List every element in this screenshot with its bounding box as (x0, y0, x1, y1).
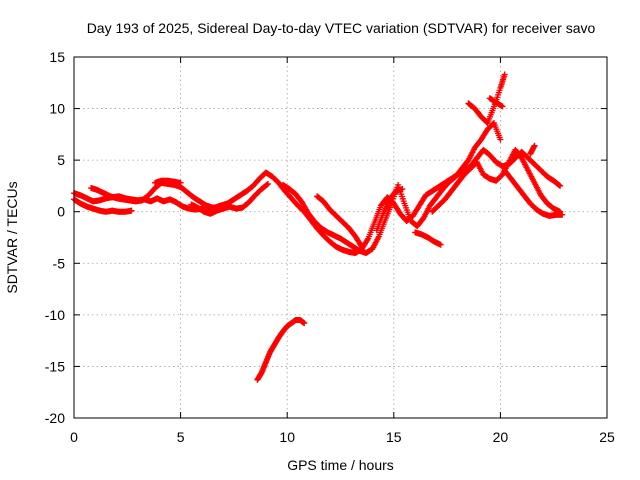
data-point-marker (499, 103, 506, 110)
data-point-marker (559, 211, 566, 218)
plot-frame (73, 56, 608, 419)
y-tick-label: -5 (53, 255, 66, 271)
data-point-marker (265, 180, 272, 187)
series-track-f (279, 120, 504, 256)
series-track-l (486, 95, 506, 110)
y-axis-label: SDTVAR / TECUs (4, 181, 20, 293)
data-point-marker (177, 179, 184, 186)
data-point-marker (364, 236, 371, 243)
y-tick-label: -15 (45, 358, 65, 374)
tick-labels: 0 5 10 15 20 25 -20 -15 -10 -5 0 5 10 15 (45, 49, 615, 445)
series-track-m (501, 167, 566, 219)
data-point-marker (501, 71, 508, 78)
data-point-marker (358, 243, 365, 250)
x-tick-label: 10 (279, 429, 295, 445)
data-point-marker (399, 186, 406, 193)
data-point-marker (557, 182, 564, 189)
x-tick-label: 5 (177, 429, 185, 445)
y-tick-label: 15 (49, 49, 65, 65)
y-tick-label: 0 (57, 204, 65, 220)
data-point-marker (437, 241, 444, 248)
y-tick-label: 5 (57, 152, 65, 168)
data-point-marker (531, 142, 538, 149)
x-tick-label: 25 (599, 429, 615, 445)
series-track-i (412, 229, 444, 248)
data-point-marker (497, 136, 504, 143)
series-track-g (314, 193, 365, 250)
y-tick-label: -10 (45, 307, 65, 323)
data-point-marker (128, 207, 135, 214)
data-point-marker (358, 242, 365, 249)
y-tick-label: 10 (49, 101, 65, 117)
x-axis-label: GPS time / hours (287, 457, 394, 473)
x-tick-label: 20 (493, 429, 509, 445)
series-track-k (465, 71, 508, 127)
grid-lines (74, 57, 607, 418)
series-track-d (152, 177, 184, 186)
series-track-e (188, 180, 272, 217)
series-track-n (527, 142, 538, 157)
data-point-marker (301, 320, 308, 327)
series-track-j (429, 146, 564, 215)
x-tick-label: 15 (386, 429, 402, 445)
chart-title: Day 193 of 2025, Sidereal Day-to-day VTE… (87, 20, 596, 36)
series-track-a (71, 196, 135, 215)
y-tick-label: -20 (45, 410, 65, 426)
x-tick-label: 0 (70, 429, 78, 445)
series-track-o (254, 317, 308, 383)
data-series (71, 71, 566, 383)
series-track-h (373, 186, 406, 234)
